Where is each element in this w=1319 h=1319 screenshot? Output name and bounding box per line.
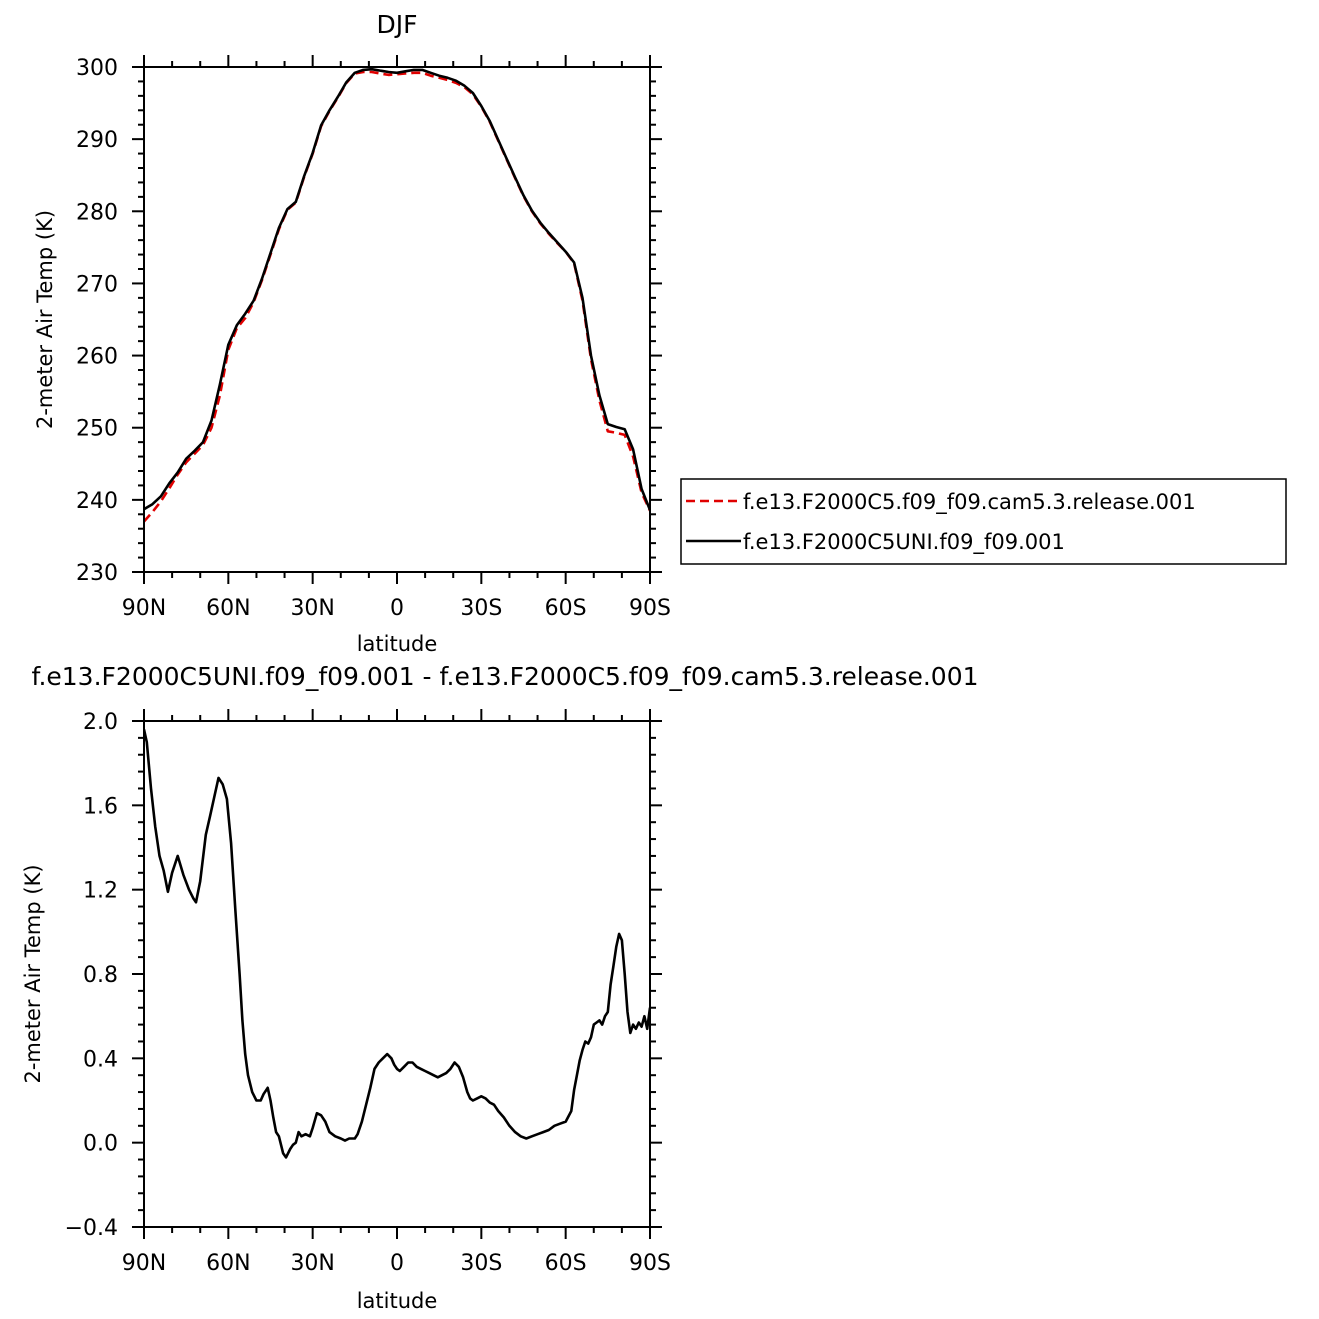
x-tick-label: 60S xyxy=(545,1251,587,1276)
legend-label-2: f.e13.F2000C5UNI.f09_f09.001 xyxy=(743,530,1065,555)
y-tick-label: 1.6 xyxy=(83,794,118,819)
x-tick-label: 90N xyxy=(122,1251,166,1276)
y-tick-label: 0.4 xyxy=(83,1047,118,1072)
y-tick-label: 2.0 xyxy=(83,710,118,735)
x-tick-label: 0 xyxy=(390,1251,404,1276)
y-axis-title: 2-meter Air Temp (K) xyxy=(21,864,45,1083)
y-tick-label: 240 xyxy=(76,489,118,514)
x-tick-label: 60N xyxy=(206,596,250,621)
x-tick-label: 30N xyxy=(290,596,334,621)
y-axis-title: 2-meter Air Temp (K) xyxy=(33,210,57,429)
series-line-1 xyxy=(144,729,651,1159)
series-line-1 xyxy=(144,70,651,523)
chart-panel-2: f.e13.F2000C5UNI.f09_f09.001 - f.e13.F20… xyxy=(21,662,979,1313)
plot-frame xyxy=(143,66,651,573)
x-axis-title: latitude xyxy=(357,632,438,656)
x-tick-label: 30N xyxy=(290,1251,334,1276)
y-tick-label: 250 xyxy=(76,417,118,442)
y-tick-label: −0.4 xyxy=(65,1216,118,1241)
plot-frame xyxy=(143,720,651,1228)
x-axis-title: latitude xyxy=(357,1289,438,1313)
x-tick-label: 60N xyxy=(206,1251,250,1276)
chart-panel-1: DJF 90N 60N 30N 0 30S 60S 90S 230 240 250 260 270 280… xyxy=(33,10,1287,656)
y-tick-label: 1.2 xyxy=(83,879,118,904)
y-tick-label: 280 xyxy=(76,200,118,225)
x-tick-label: 30S xyxy=(460,596,502,621)
y-tick-label: 260 xyxy=(76,345,118,370)
y-tick-label: 0.8 xyxy=(83,963,118,988)
x-tick-label: 90S xyxy=(629,1251,671,1276)
legend-box xyxy=(680,478,1287,565)
chart-title: DJF xyxy=(376,10,417,39)
x-tick-label: 90N xyxy=(122,596,166,621)
x-tick-label: 30S xyxy=(460,1251,502,1276)
legend: f.e13.F2000C5.f09_f09.cam5.3.release.001… xyxy=(680,478,1287,565)
y-tick-label: 270 xyxy=(76,272,118,297)
y-tick-label: 290 xyxy=(76,128,118,153)
x-tick-label: 0 xyxy=(390,596,404,621)
y-tick-label: 0.0 xyxy=(83,1132,118,1157)
x-tick-label: 90S xyxy=(629,596,671,621)
y-tick-label: 300 xyxy=(76,56,118,81)
legend-label-1: f.e13.F2000C5.f09_f09.cam5.3.release.001 xyxy=(743,490,1196,515)
x-tick-label: 60S xyxy=(545,596,587,621)
chart-title: f.e13.F2000C5UNI.f09_f09.001 - f.e13.F20… xyxy=(31,662,978,691)
series-line-2 xyxy=(144,67,651,511)
y-tick-label: 230 xyxy=(76,561,118,586)
